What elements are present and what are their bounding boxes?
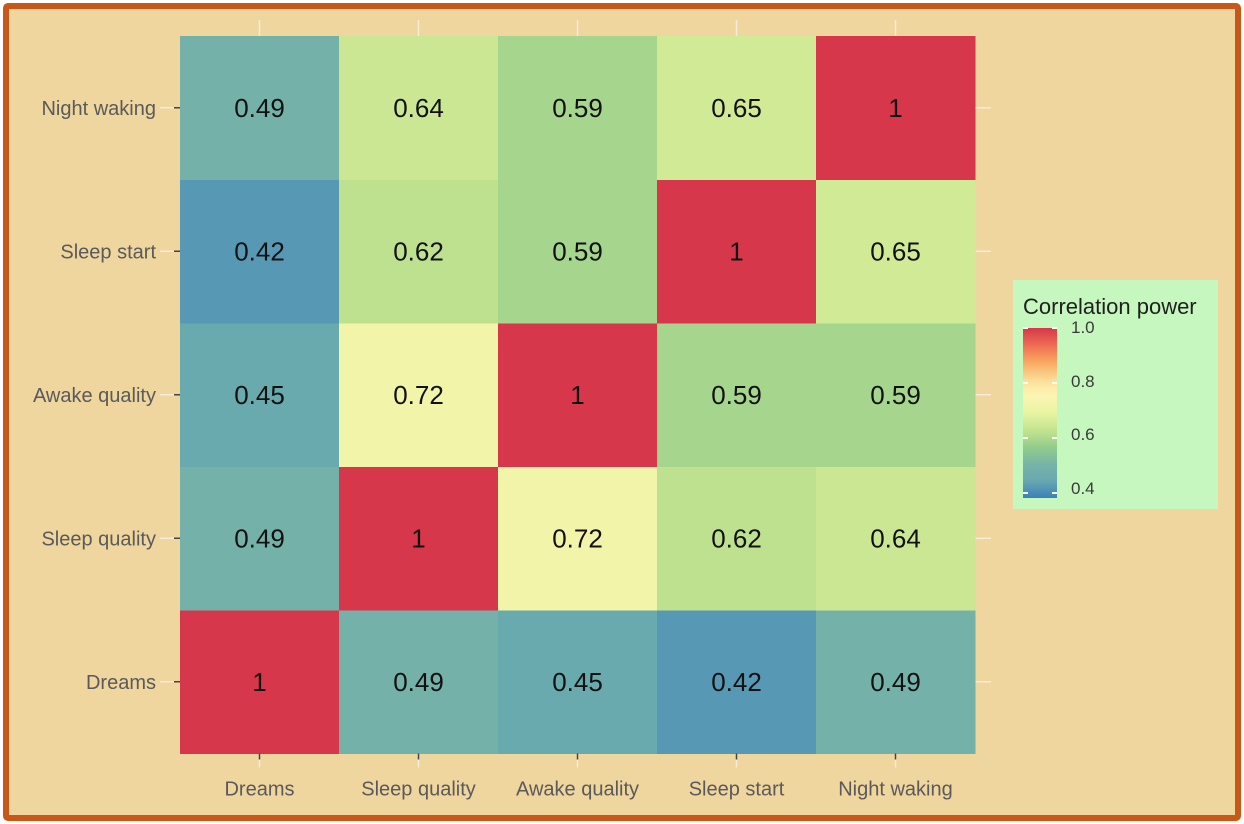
heatmap-cell: [657, 36, 817, 180]
x-tick-label: Sleep start: [689, 779, 785, 801]
heatmap-cell: [816, 610, 976, 754]
x-tick-label: Awake quality: [516, 779, 639, 801]
cell-value-label: 0.45: [234, 380, 285, 410]
legend-tick-mark: [1023, 436, 1028, 439]
cell-value-label: 0.62: [711, 523, 762, 553]
cell-value-label: 0.59: [552, 93, 603, 123]
y-tick-label: Sleep start: [60, 241, 156, 263]
heatmap-cell: [657, 323, 817, 467]
heatmap-cell: [180, 36, 340, 180]
cell-value-label: 1: [570, 380, 584, 410]
legend-colorbar: [1023, 328, 1057, 498]
heatmap-cell: [180, 610, 340, 754]
y-tick-label: Night waking: [41, 98, 156, 120]
heatmap-cell: [339, 323, 499, 467]
cell-value-label: 0.72: [552, 523, 603, 553]
heatmap-cell: [339, 179, 499, 324]
legend-tick-mark: [1023, 327, 1028, 329]
heatmap-cell: [498, 610, 658, 754]
cell-value-label: 0.49: [870, 667, 921, 697]
cell-value-label: 0.42: [234, 236, 285, 266]
cell-value-label: 0.45: [552, 667, 603, 697]
cell-value-label: 0.64: [393, 93, 444, 123]
legend-title: Correlation power: [1023, 294, 1197, 319]
heatmap-cell: [657, 179, 817, 324]
heatmap-cell: [816, 36, 976, 180]
legend-tick-mark: [1052, 327, 1057, 329]
legend-tick-label: 0.6: [1071, 425, 1095, 444]
legend-tick-mark: [1023, 491, 1028, 494]
legend-tick-label: 0.8: [1071, 372, 1095, 391]
cell-value-label: 1: [252, 667, 266, 697]
y-tick-label: Sleep quality: [41, 528, 156, 550]
cell-value-label: 0.65: [870, 236, 921, 266]
x-tick-label: Dreams: [224, 779, 294, 801]
heatmap-cell: [816, 323, 976, 467]
cell-value-label: 0.59: [870, 380, 921, 410]
legend-tick-mark: [1023, 381, 1028, 384]
cell-value-label: 0.65: [711, 93, 762, 123]
heatmap-cell: [180, 323, 340, 467]
cell-value-label: 0.59: [711, 380, 762, 410]
cell-value-label: 1: [411, 523, 425, 553]
x-tick-label: Night waking: [838, 779, 953, 801]
heatmap-cell: [180, 179, 340, 324]
cell-value-label: 0.64: [870, 523, 921, 553]
heatmap-cell: [180, 466, 340, 611]
heatmap-cell: [339, 466, 499, 611]
heatmap-cell: [498, 36, 658, 180]
heatmap-cell: [816, 179, 976, 324]
cell-value-label: 0.62: [393, 236, 444, 266]
legend-tick-mark: [1052, 381, 1057, 384]
heatmap-cell: [657, 466, 817, 611]
cell-value-label: 1: [729, 236, 743, 266]
cell-value-label: 0.49: [393, 667, 444, 697]
legend-tick-label: 1.0: [1071, 318, 1095, 337]
y-tick-label: Dreams: [86, 672, 156, 694]
legend: Correlation power 1.0 0.8 0.6 0.4: [1013, 280, 1218, 509]
legend-tick-mark: [1052, 491, 1057, 494]
heatmap-cell: [339, 36, 499, 180]
heatmap-cell: [498, 323, 658, 467]
heatmap-cell: [816, 466, 976, 611]
legend-tick-label: 0.4: [1071, 479, 1095, 498]
heatmap-cell: [498, 466, 658, 611]
cell-value-label: 0.49: [234, 523, 285, 553]
legend-tick-mark: [1052, 436, 1057, 439]
cell-value-label: 0.59: [552, 236, 603, 266]
cell-value-label: 1: [888, 93, 902, 123]
cell-value-label: 0.72: [393, 380, 444, 410]
heatmap-cell: [498, 179, 658, 324]
heatmap-cell: [339, 610, 499, 754]
cell-value-label: 0.49: [234, 93, 285, 123]
heatmap-cell: [657, 610, 817, 754]
y-tick-label: Awake quality: [33, 385, 156, 407]
cell-value-label: 0.42: [711, 667, 762, 697]
x-tick-label: Sleep quality: [361, 779, 476, 801]
